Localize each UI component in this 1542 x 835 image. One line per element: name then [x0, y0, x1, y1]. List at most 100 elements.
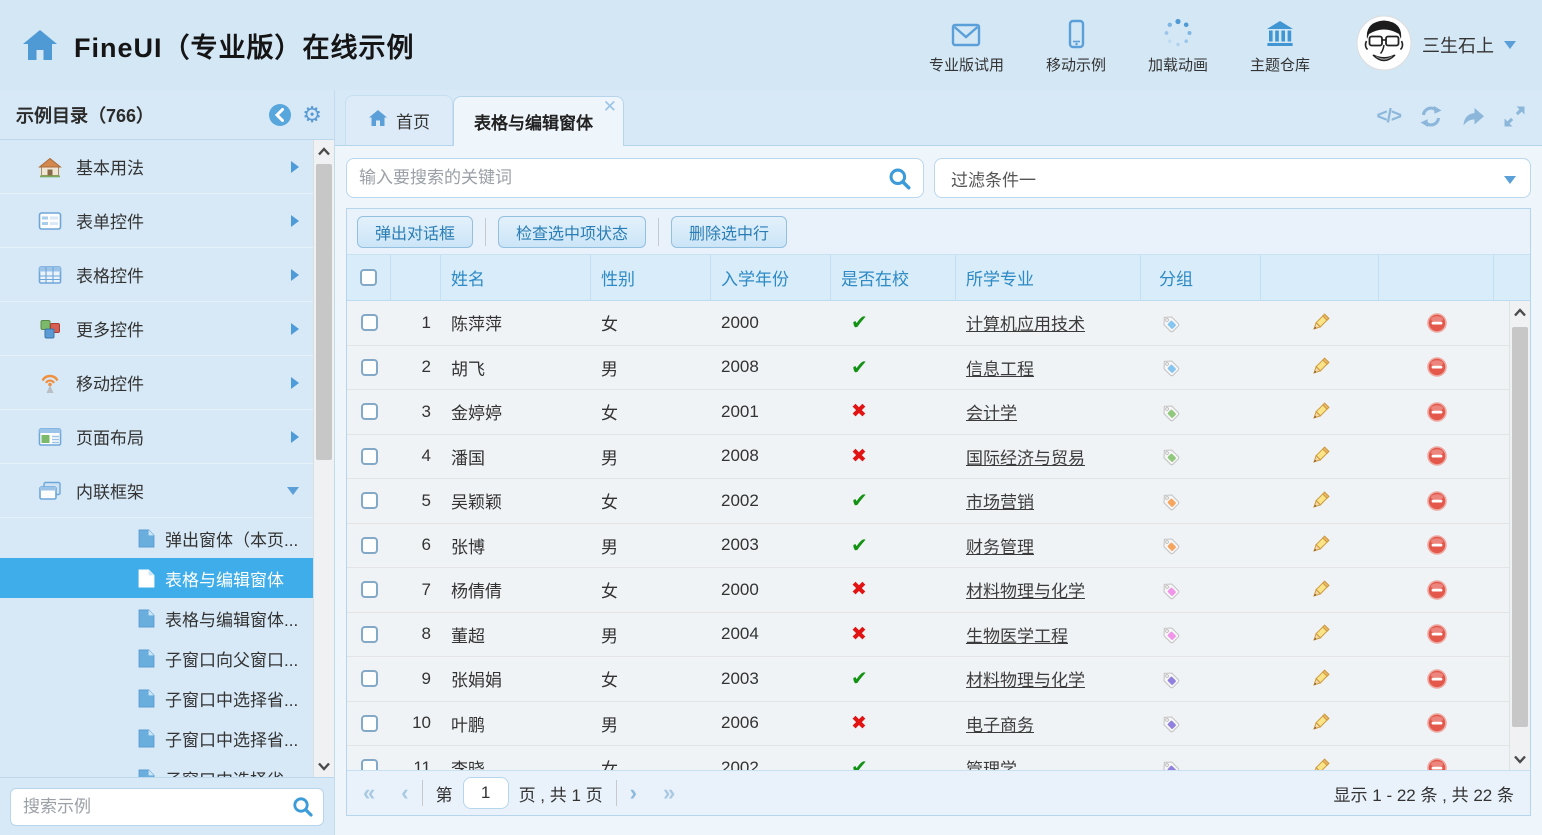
last-page-icon[interactable]: » [662, 780, 676, 805]
tab-home[interactable]: 首页 [345, 95, 453, 145]
row-checkbox[interactable] [360, 492, 378, 510]
major-link[interactable]: 信息工程 [966, 359, 1034, 379]
major-link[interactable]: 财务管理 [966, 537, 1034, 557]
scroll-down-icon[interactable] [1510, 748, 1530, 770]
sidebar-subitem-5[interactable]: 子窗口中选择省... [0, 718, 313, 758]
scroll-down-icon[interactable] [314, 755, 334, 777]
loading-animation-button[interactable]: 加载动画 [1148, 15, 1208, 75]
sidebar-item-1[interactable]: 表单控件 [0, 194, 313, 248]
edit-icon[interactable] [1309, 579, 1331, 601]
edit-icon[interactable] [1309, 668, 1331, 690]
major-link[interactable]: 电子商务 [966, 715, 1034, 735]
collapse-sidebar-icon[interactable] [268, 103, 292, 127]
sidebar-item-5[interactable]: 页面布局 [0, 410, 313, 464]
edit-icon[interactable] [1309, 534, 1331, 556]
major-link[interactable]: 市场营销 [966, 493, 1034, 513]
sidebar-item-2[interactable]: 表格控件 [0, 248, 313, 302]
major-link[interactable]: 计算机应用技术 [966, 315, 1085, 335]
gear-icon[interactable]: ⚙ [302, 101, 322, 127]
delete-icon[interactable] [1426, 401, 1448, 423]
sidebar-subitem-2[interactable]: 表格与编辑窗体... [0, 598, 313, 638]
sidebar-subitem-3[interactable]: 子窗口向父窗口... [0, 638, 313, 678]
delete-icon[interactable] [1426, 534, 1448, 556]
check-selected-button[interactable]: 检查选中项状态 [498, 215, 647, 248]
table-row[interactable]: 9 张娟娟 女 2003 ✔ 材料物理与化学 [347, 657, 1530, 702]
delete-selected-button[interactable]: 删除选中行 [671, 215, 788, 248]
major-link[interactable]: 会计学 [966, 404, 1017, 424]
row-checkbox[interactable] [360, 447, 378, 465]
close-icon[interactable]: ✕ [602, 97, 617, 116]
column-name[interactable]: 姓名 [441, 255, 591, 300]
row-checkbox[interactable] [360, 759, 378, 770]
row-checkbox[interactable] [360, 403, 378, 421]
open-dialog-button[interactable]: 弹出对话框 [357, 215, 474, 248]
table-row[interactable]: 1 陈萍萍 女 2000 ✔ 计算机应用技术 [347, 301, 1530, 346]
column-gender[interactable]: 性别 [591, 255, 711, 300]
refresh-icon[interactable] [1419, 105, 1443, 128]
search-icon[interactable] [888, 167, 912, 196]
delete-icon[interactable] [1426, 668, 1448, 690]
column-group[interactable]: 分组 [1141, 255, 1261, 300]
delete-icon[interactable] [1426, 490, 1448, 512]
expand-icon[interactable] [1503, 105, 1526, 128]
table-row[interactable]: 10 叶鹏 男 2006 ✖ 电子商务 [347, 701, 1530, 746]
row-checkbox[interactable] [360, 670, 378, 688]
sidebar-item-4[interactable]: 移动控件 [0, 356, 313, 410]
select-all-checkbox[interactable] [360, 269, 377, 286]
row-checkbox[interactable] [360, 625, 378, 643]
table-scrollbar[interactable] [1509, 301, 1530, 770]
prev-page-icon[interactable]: ‹ [401, 780, 409, 805]
trial-button[interactable]: 专业版试用 [929, 15, 1004, 75]
user-menu[interactable]: 三生石上 [1356, 15, 1516, 76]
column-year[interactable]: 入学年份 [711, 255, 831, 300]
sidebar-subitem-1[interactable]: 表格与编辑窗体 [0, 558, 313, 598]
edit-icon[interactable] [1309, 490, 1331, 512]
sidebar-subitem-6[interactable]: 子窗口中选择省... [0, 758, 313, 777]
row-checkbox[interactable] [360, 581, 378, 599]
delete-icon[interactable] [1426, 579, 1448, 601]
table-row[interactable]: 6 张博 男 2003 ✔ 财务管理 [347, 523, 1530, 568]
delete-icon[interactable] [1426, 757, 1448, 770]
theme-store-button[interactable]: 主题仓库 [1250, 15, 1310, 75]
edit-icon[interactable] [1309, 401, 1331, 423]
code-icon[interactable]: </> [1376, 105, 1403, 127]
scrollbar-thumb[interactable] [1512, 327, 1528, 727]
table-row[interactable]: 7 杨倩倩 女 2000 ✖ 材料物理与化学 [347, 568, 1530, 613]
share-icon[interactable] [1461, 107, 1485, 127]
major-link[interactable]: 管理学 [966, 760, 1017, 770]
major-link[interactable]: 材料物理与化学 [966, 671, 1085, 691]
delete-icon[interactable] [1426, 712, 1448, 734]
filter-dropdown[interactable]: 过滤条件一 [934, 158, 1531, 198]
row-checkbox[interactable] [360, 536, 378, 554]
scroll-up-icon[interactable] [314, 140, 334, 162]
sidebar-item-6[interactable]: 内联框架 [0, 464, 313, 518]
edit-icon[interactable] [1309, 312, 1331, 334]
table-row[interactable]: 3 金婷婷 女 2001 ✖ 会计学 [347, 390, 1530, 435]
table-row[interactable]: 5 吴颖颖 女 2002 ✔ 市场营销 [347, 479, 1530, 524]
table-row[interactable]: 2 胡飞 男 2008 ✔ 信息工程 [347, 345, 1530, 390]
row-checkbox[interactable] [360, 314, 378, 332]
row-checkbox[interactable] [360, 714, 378, 732]
edit-icon[interactable] [1309, 623, 1331, 645]
column-major[interactable]: 所学专业 [956, 255, 1141, 300]
scroll-up-icon[interactable] [1510, 301, 1530, 323]
edit-icon[interactable] [1309, 356, 1331, 378]
sidebar-item-3[interactable]: 更多控件 [0, 302, 313, 356]
mobile-demo-button[interactable]: 移动示例 [1046, 15, 1106, 75]
keyword-search-input[interactable] [346, 158, 924, 198]
edit-icon[interactable] [1309, 712, 1331, 734]
delete-icon[interactable] [1426, 356, 1448, 378]
table-row[interactable]: 11 李晓 女 2002 ✔ 管理学 [347, 746, 1530, 770]
edit-icon[interactable] [1309, 757, 1331, 770]
tab-grid-edit-window[interactable]: 表格与编辑窗体 ✕ [453, 96, 624, 146]
column-at-school[interactable]: 是否在校 [831, 255, 956, 300]
next-page-icon[interactable]: › [629, 780, 637, 805]
delete-icon[interactable] [1426, 623, 1448, 645]
major-link[interactable]: 国际经济与贸易 [966, 448, 1085, 468]
table-row[interactable]: 4 潘国 男 2008 ✖ 国际经济与贸易 [347, 434, 1530, 479]
edit-icon[interactable] [1309, 445, 1331, 467]
table-row[interactable]: 8 董超 男 2004 ✖ 生物医学工程 [347, 612, 1530, 657]
major-link[interactable]: 生物医学工程 [966, 626, 1068, 646]
sidebar-subitem-0[interactable]: 弹出窗体（本页... [0, 518, 313, 558]
delete-icon[interactable] [1426, 445, 1448, 467]
